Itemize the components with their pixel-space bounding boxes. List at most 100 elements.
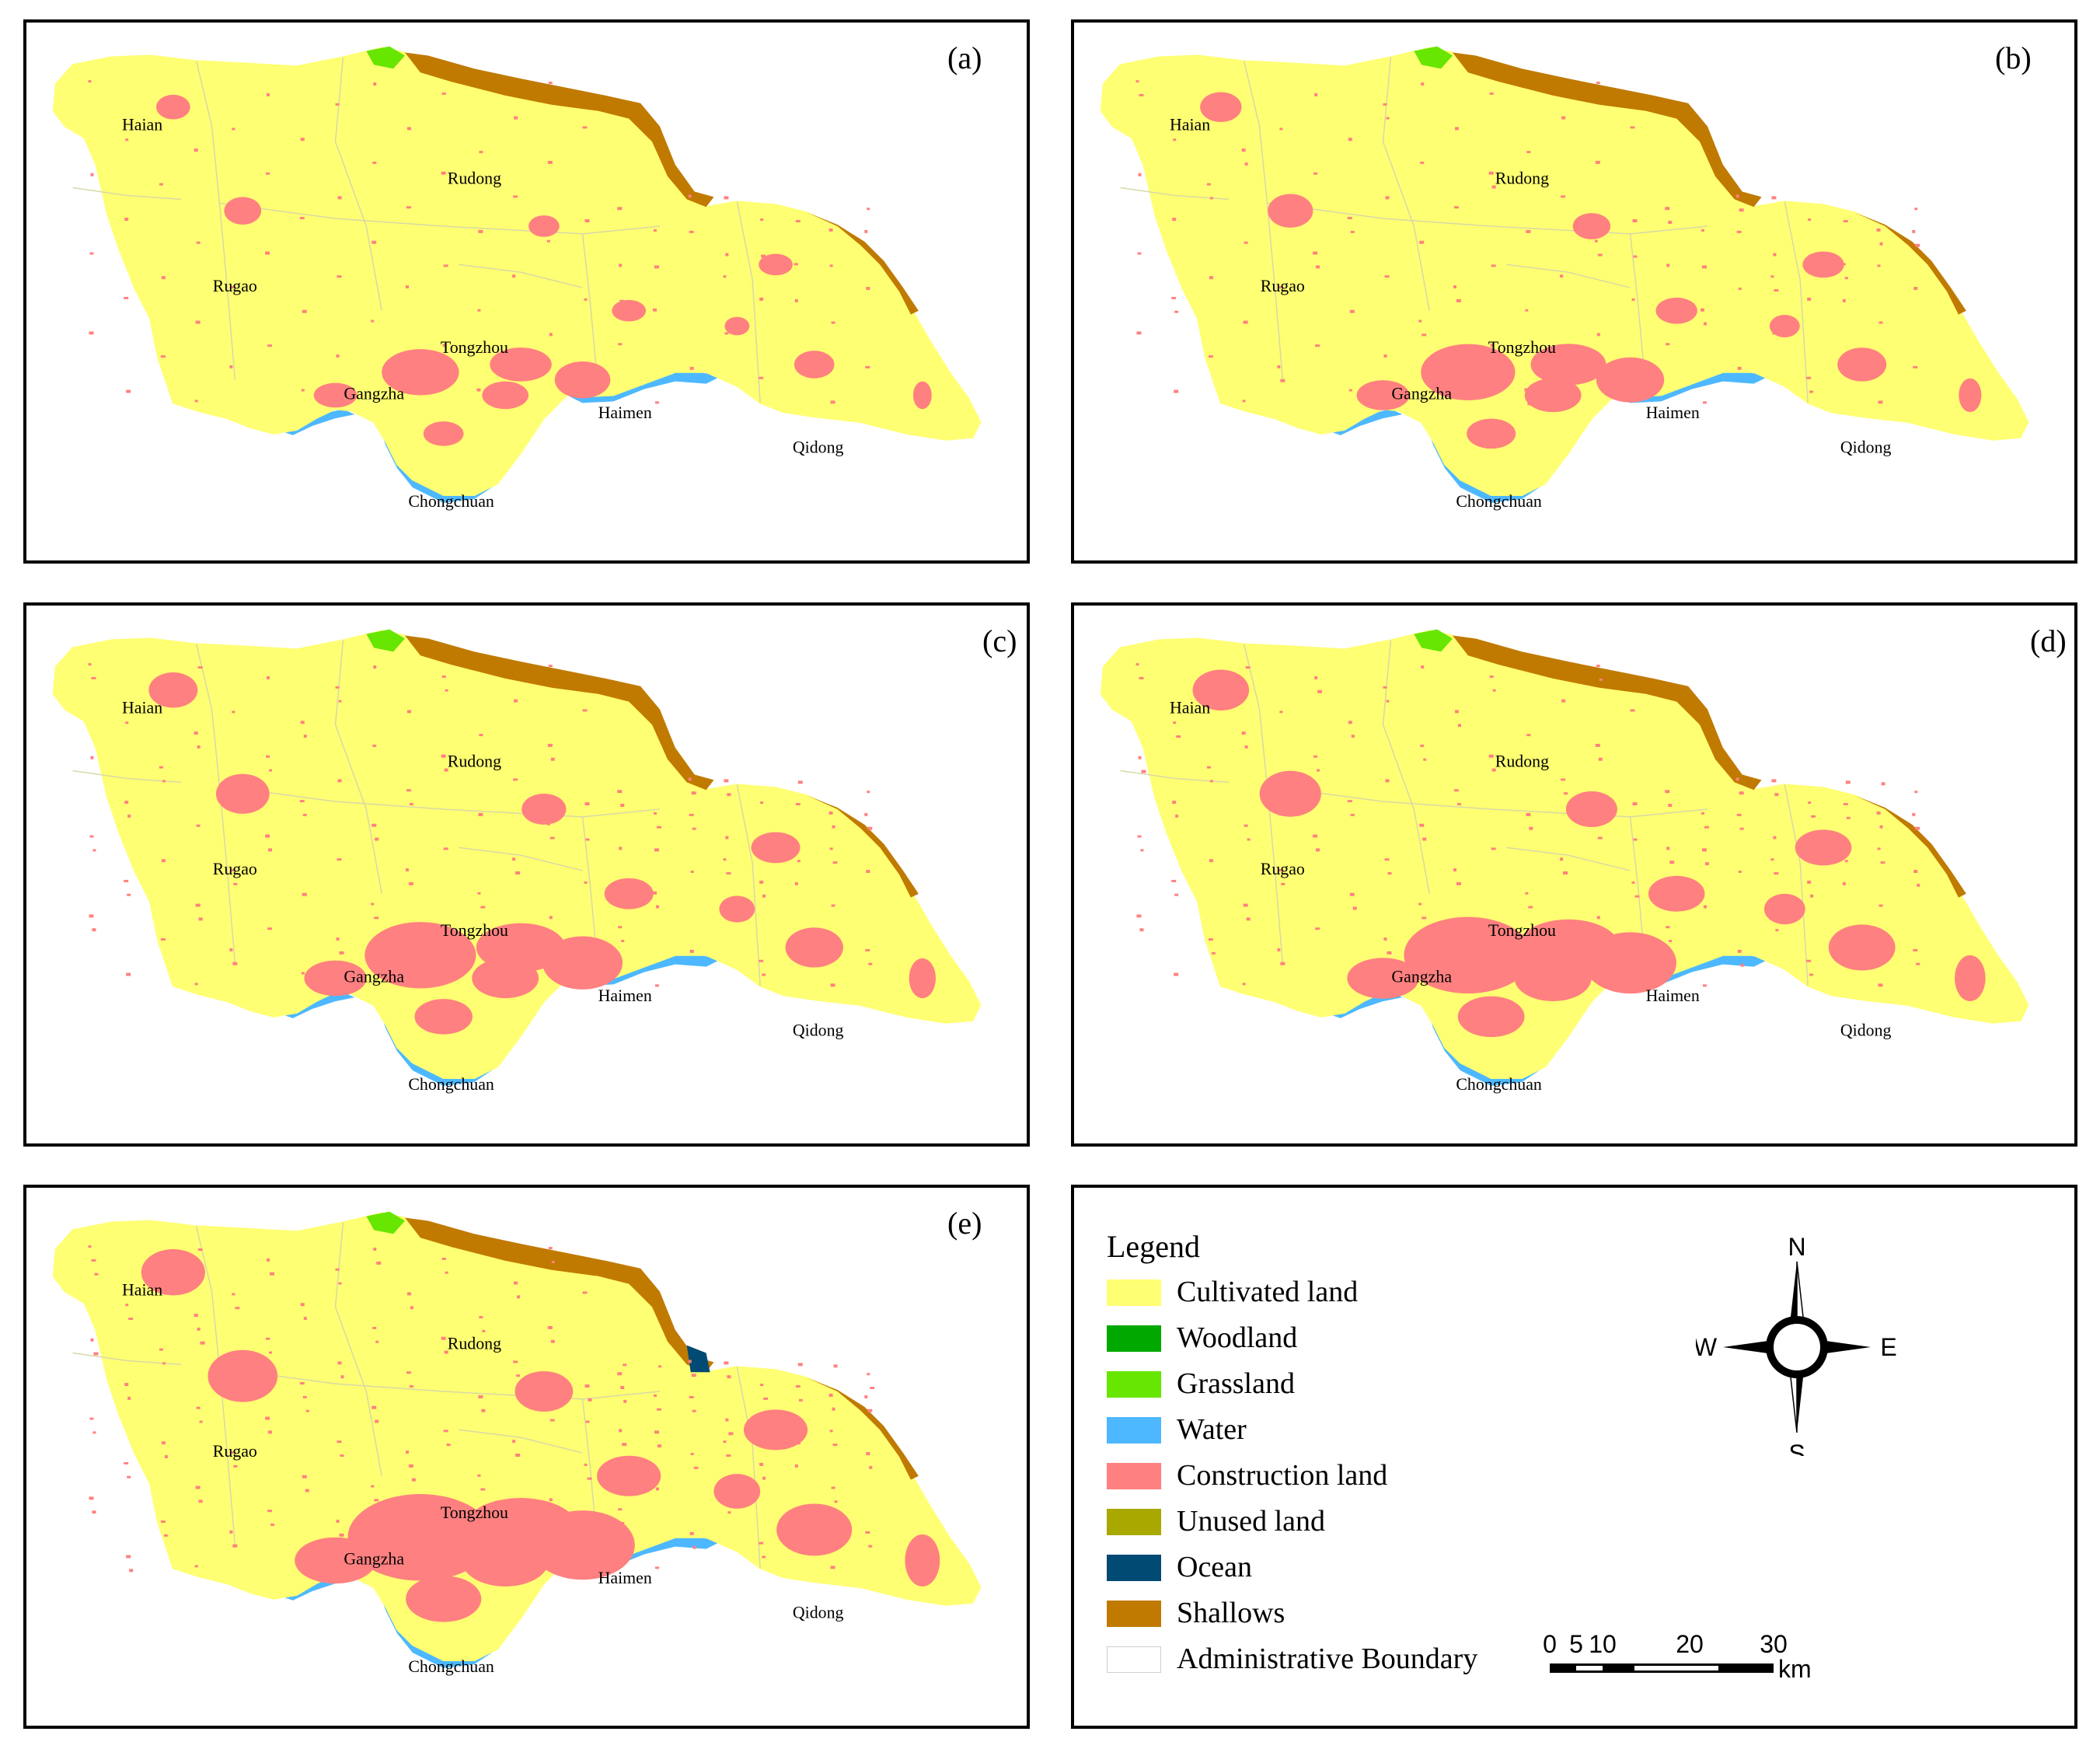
construction-land-patch: [490, 347, 552, 382]
settlement-dot: [514, 699, 518, 703]
settlement-dot: [689, 230, 694, 233]
legend-swatch: [1107, 1509, 1161, 1535]
scale-tick-0: 0: [1543, 1630, 1557, 1658]
settlement-dot: [441, 1336, 446, 1340]
construction-land-patch: [1959, 378, 1982, 413]
settlement-dot: [442, 927, 446, 930]
settlement-dot: [1631, 377, 1635, 381]
settlement-dot: [1174, 310, 1179, 313]
settlement-dot: [1738, 288, 1742, 291]
settlement-dot: [1881, 782, 1885, 786]
settlement-dot: [692, 1409, 696, 1412]
settlement-dot: [1141, 770, 1146, 773]
settlement-dot: [691, 1374, 696, 1377]
grassland-area: [1414, 629, 1453, 652]
settlement-dot: [515, 950, 518, 953]
settlement-dot: [1740, 963, 1744, 967]
settlement-dot: [1244, 162, 1248, 166]
settlement-dot: [1209, 276, 1213, 280]
settlement-dot: [619, 1464, 625, 1468]
settlement-dot: [268, 848, 273, 852]
map-panel-c: Haian Rudong Rugao Tongzhou Gangzha Haimen Qid…: [23, 602, 1030, 1147]
settlement-dot: [229, 948, 233, 951]
settlement-dot: [1806, 376, 1812, 379]
place-label-tongzhou: Tongzhou: [441, 1503, 508, 1522]
settlement-dot: [1633, 838, 1638, 841]
settlement-dot: [799, 1534, 803, 1538]
place-label-gangzha: Gangzha: [344, 1549, 404, 1568]
construction-land-patch: [148, 672, 198, 708]
settlement-dot: [1842, 881, 1846, 885]
settlement-dot: [726, 1454, 731, 1457]
settlement-dot: [688, 777, 692, 781]
settlement-dot: [1384, 858, 1390, 861]
panel-label: (e): [947, 1206, 982, 1241]
settlement-dot: [126, 972, 131, 976]
settlement-dot: [1597, 836, 1603, 840]
settlement-dot: [376, 1261, 382, 1265]
settlement-dot: [441, 675, 446, 678]
settlement-dot: [1174, 893, 1179, 896]
construction-land-patch: [406, 1576, 482, 1622]
settlement-dot: [267, 927, 273, 930]
settlement-dot: [1247, 838, 1251, 841]
settlement-dot: [299, 1382, 305, 1385]
construction-land-patch: [515, 1370, 574, 1412]
construction-land-patch: [612, 299, 647, 322]
settlement-dot: [161, 276, 166, 280]
place-label-qidong: Qidong: [1840, 438, 1892, 457]
settlement-dot: [1489, 92, 1494, 95]
construction-land-patch: [751, 832, 801, 864]
administrative-boundary: [334, 640, 382, 894]
settlement-dot: [1915, 243, 1920, 247]
scale-tick-10: 10: [1589, 1630, 1617, 1658]
settlement-dot: [267, 1510, 273, 1513]
settlement-dot: [234, 1386, 238, 1390]
settlement-dot: [724, 1497, 729, 1500]
settlement-dot: [92, 849, 96, 852]
construction-land-patch: [472, 958, 539, 999]
settlement-dot: [231, 790, 235, 794]
settlement-dot: [1139, 676, 1144, 679]
settlement-dot: [656, 826, 661, 829]
settlement-dot: [795, 803, 801, 806]
settlement-dot: [1631, 298, 1635, 301]
settlement-dot: [1246, 917, 1251, 921]
settlement-dot: [232, 1293, 235, 1296]
settlement-dot: [1244, 241, 1248, 244]
construction-land-patch: [1763, 893, 1805, 925]
settlement-dot: [339, 1533, 344, 1537]
settlement-dot: [1383, 686, 1387, 689]
settlement-dot: [1668, 221, 1673, 225]
settlement-dot: [723, 858, 727, 861]
settlement-dot: [1136, 331, 1142, 335]
settlement-dot: [1739, 791, 1744, 795]
construction-land-patch: [785, 927, 843, 968]
settlement-dot: [764, 1433, 769, 1437]
settlement-dot: [1211, 951, 1216, 955]
settlement-dot: [125, 721, 129, 724]
settlement-dot: [1771, 779, 1777, 783]
legend-label: Ocean: [1177, 1551, 1253, 1583]
settlement-dot: [1560, 857, 1564, 861]
construction-land-patch: [1584, 932, 1676, 994]
place-label-haimen: Haimen: [598, 1569, 652, 1587]
settlement-dot: [124, 218, 129, 222]
settlement-dot: [868, 1545, 873, 1548]
construction-land-patch: [1259, 770, 1321, 817]
settlement-dot: [233, 1464, 238, 1468]
settlement-dot: [406, 206, 411, 209]
place-label-tongzhou: Tongzhou: [441, 921, 508, 940]
settlement-dot: [1809, 973, 1814, 976]
settlement-dot: [1809, 390, 1814, 393]
legend-panel: Legend Cultivated land Woodland Grasslan…: [1071, 1185, 2077, 1729]
settlement-dot: [761, 1419, 766, 1423]
settlement-dot: [194, 1565, 198, 1568]
settlement-dot: [727, 793, 731, 797]
settlement-dot: [373, 82, 377, 86]
construction-land-patch: [215, 773, 270, 814]
settlement-dot: [129, 1569, 134, 1573]
administrative-boundary: [219, 1367, 661, 1400]
settlement-dot: [1702, 984, 1707, 987]
settlement-dot: [126, 389, 131, 393]
